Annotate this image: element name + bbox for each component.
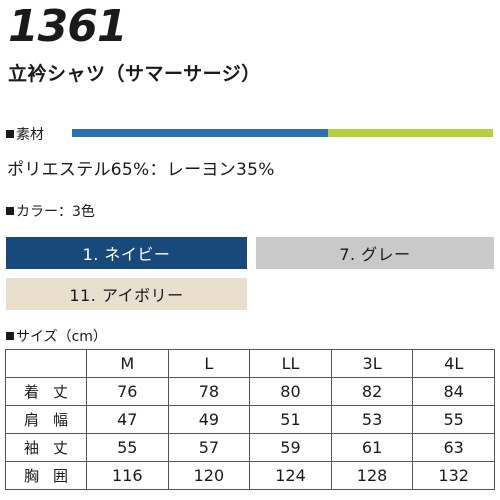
size-cell: 53 [330,405,414,434]
table-row: 肩幅 47 49 51 53 55 [5,405,495,434]
row-label: 袖丈 [5,433,87,462]
color-swatch-ivory: 11. アイボリー [6,278,247,310]
size-cell: 132 [412,461,495,490]
colors-heading: カラー：3色 [6,203,95,221]
size-column-header: 3L [330,349,414,378]
size-cell: 55 [86,433,169,462]
size-table-corner [5,349,87,378]
size-cell: 124 [249,461,332,490]
size-cell: 51 [249,405,332,434]
table-row: 着丈 76 78 80 82 84 [5,377,495,406]
size-cell: 63 [412,433,495,462]
size-cell: 57 [167,433,251,462]
row-label: 肩幅 [5,405,87,434]
size-table-header-row: M L LL 3L 4L [5,349,495,378]
size-column-header: LL [249,349,332,378]
size-table: M L LL 3L 4L 着丈 76 78 80 82 84 肩幅 47 49 … [5,349,495,490]
size-cell: 84 [412,377,495,406]
size-cell: 116 [86,461,169,490]
colors-heading-label: カラー：3色 [16,204,95,220]
row-label: 胸囲 [5,461,87,490]
sizes-heading: サイズ（cm） [6,328,107,346]
size-cell: 78 [167,377,251,406]
size-column-header: L [167,349,251,378]
size-cell: 59 [249,433,332,462]
size-cell: 76 [86,377,169,406]
row-label: 着丈 [5,377,87,406]
sizes-heading-label: サイズ（cm） [16,329,107,345]
color-swatch-gray: 7. グレー [256,237,494,269]
size-cell: 49 [167,405,251,434]
product-name: 立衿シャツ（サマーサージ） [8,63,261,85]
bullet-icon [6,207,14,215]
bullet-icon [6,130,14,138]
material-composition: ポリエステル65%：レーヨン35% [7,160,275,180]
color-swatch-navy: 1. ネイビー [6,237,247,269]
size-cell: 82 [330,377,414,406]
size-cell: 128 [330,461,414,490]
material-heading-label: 素材 [16,127,44,143]
size-cell: 80 [249,377,332,406]
table-row: 胸囲 116 120 124 128 132 [5,461,495,490]
material-bar-rayon [328,129,493,137]
size-column-header: M [86,349,169,378]
material-heading: 素材 [6,126,44,144]
material-bar-polyester [72,129,328,137]
size-cell: 120 [167,461,251,490]
table-row: 袖丈 55 57 59 61 63 [5,433,495,462]
size-cell: 47 [86,405,169,434]
size-column-header: 4L [412,349,495,378]
size-cell: 61 [330,433,414,462]
product-number: 1361 [8,1,127,52]
bullet-icon [6,332,14,340]
size-cell: 55 [412,405,495,434]
